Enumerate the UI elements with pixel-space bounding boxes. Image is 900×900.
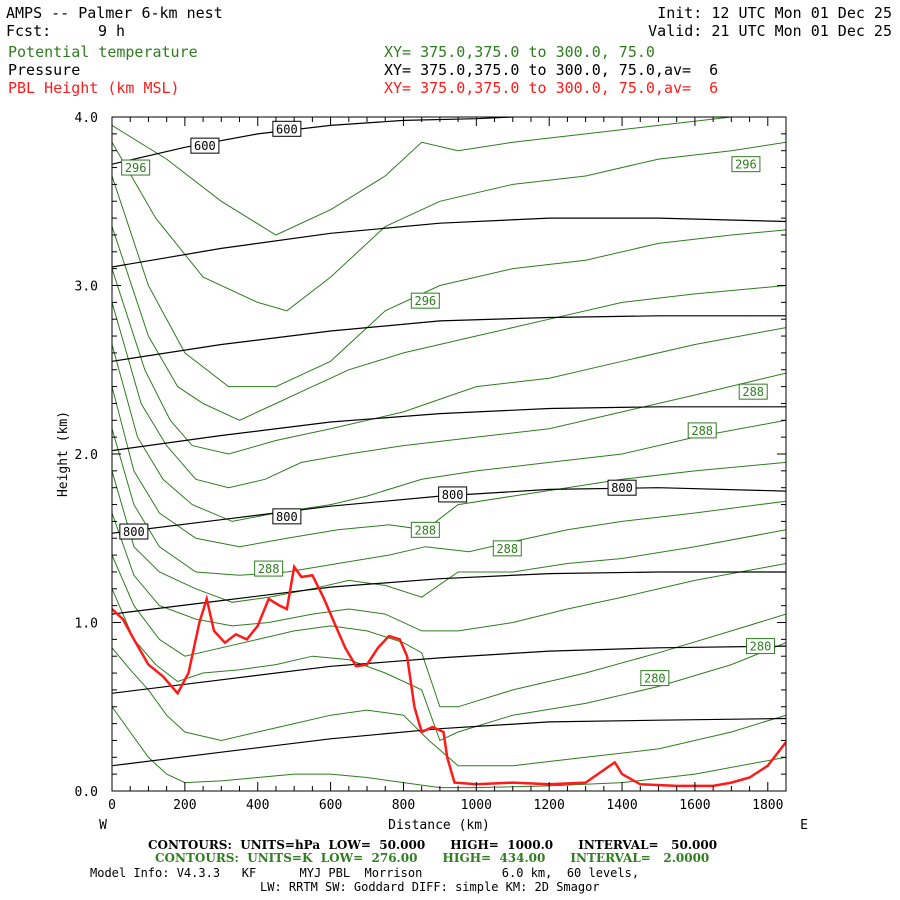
theta-label-5-box: [410, 521, 440, 538]
theta-contour-4: [112, 268, 786, 455]
theta-label-8: 280: [750, 640, 772, 654]
plot-frame: [111, 116, 787, 792]
x-tick-label-1000: 1000: [461, 798, 492, 813]
y-tick-label-4: 4.0: [75, 111, 98, 126]
chart-title: AMPS -- Palmer 6-km nest: [6, 4, 223, 22]
theta-contour-14: [112, 706, 786, 789]
theta-label-6-box: [492, 540, 522, 557]
x-tick-label-1600: 1600: [679, 798, 710, 813]
footer-model-info: Model Info: V4.3.3 KF MYJ PBL Morrison 6…: [90, 866, 640, 880]
theta-contour-8: [112, 428, 786, 576]
pressure-contour-4: [112, 406, 786, 452]
theta-label-1: 296: [735, 158, 757, 172]
theta-contour-1: [112, 141, 786, 312]
valid-time: Valid: 21 UTC Mon 01 Dec 25: [648, 22, 892, 40]
pressure-label-4-box: [438, 486, 468, 503]
x-tick-label-1800: 1800: [752, 798, 783, 813]
pressure-label-3-box: [272, 508, 302, 525]
xsection-coords-pbl: XY= 375.0,375.0 to 300.0, 75.0,av= 6: [384, 79, 719, 97]
field-label-theta: Potential temperature: [8, 43, 198, 61]
y-tick-label-3: 3.0: [75, 280, 98, 295]
pressure-contour-0: [112, 717, 786, 767]
footer-physics: LW: RRTM SW: Goddard DIFF: simple KM: 2D…: [260, 880, 600, 894]
y-axis-label: Height (km): [56, 411, 71, 497]
y-tick-label-2: 2.0: [75, 448, 98, 463]
pressure-label-2-box: [119, 523, 149, 540]
theta-label-9-box: [640, 670, 670, 687]
x-tick-label-0: 0: [108, 798, 116, 813]
theta-label-2-box: [410, 292, 440, 309]
xsection-coords-theta: XY= 375.0,375.0 to 300.0, 75.0: [384, 43, 655, 61]
footer-theta-contours: CONTOURS: UNITS=K LOW= 276.00 HIGH= 434.…: [155, 851, 710, 865]
x-tick-label-800: 800: [392, 798, 415, 813]
x-tick-label-1400: 1400: [606, 798, 637, 813]
theta-contour-0: [112, 117, 786, 236]
xsection-coords-pressure: XY= 375.0,375.0 to 300.0, 75.0,av= 6: [384, 61, 719, 79]
theta-contour-10: [112, 512, 786, 632]
theta-label-3-box: [738, 383, 768, 400]
pressure-label-1: 600: [276, 122, 298, 136]
pressure-label-5-box: [607, 479, 637, 496]
theta-contour-2: [112, 175, 786, 388]
theta-label-8-box: [745, 638, 775, 655]
footer-pressure-contours: CONTOURS: UNITS=hPa LOW= 50.000 HIGH= 10…: [148, 838, 718, 852]
theta-contour-11: [112, 554, 786, 708]
theta-label-9: 280: [644, 672, 666, 686]
theta-label-4: 288: [691, 424, 713, 438]
pressure-contour-2: [112, 571, 786, 615]
pressure-contour-5: [112, 315, 786, 362]
pressure-label-3: 800: [276, 510, 298, 524]
theta-label-0: 296: [125, 161, 147, 175]
theta-contour-9: [112, 470, 786, 603]
pbl-height-line: [112, 563, 786, 788]
theta-label-7-box: [254, 560, 284, 577]
east-label: E: [800, 818, 808, 833]
theta-label-6: 288: [496, 542, 518, 556]
pressure-label-4: 800: [442, 488, 464, 502]
theta-contour-5: [112, 302, 786, 489]
pressure-contour-1: [112, 645, 786, 694]
x-tick-label-200: 200: [173, 798, 196, 813]
theta-contour-7: [112, 386, 786, 548]
theta-label-2: 296: [414, 294, 436, 308]
pressure-label-1-box: [272, 120, 302, 137]
pressure-label-5: 800: [611, 481, 633, 495]
x-tick-label-600: 600: [319, 798, 342, 813]
pressure-contour-6: [112, 217, 786, 268]
theta-label-7: 288: [258, 562, 280, 576]
theta-label-1-box: [731, 156, 761, 173]
west-label: W: [99, 818, 107, 833]
field-label-pressure: Pressure: [8, 61, 81, 79]
field-label-pbl: PBL Height (km MSL): [8, 79, 180, 97]
pressure-label-0-box: [190, 137, 220, 154]
theta-contour-12: [112, 588, 786, 742]
theta-label-3: 288: [742, 385, 764, 399]
y-tick-label-1: 1.0: [75, 617, 98, 632]
x-tick-label-1200: 1200: [534, 798, 565, 813]
y-tick-label-0: 0.0: [75, 785, 98, 800]
init-time: Init: 12 UTC Mon 01 Dec 25: [657, 4, 892, 22]
forecast-label: Fcst:: [6, 22, 52, 40]
pressure-label-2: 800: [123, 525, 145, 539]
theta-contour-6: [112, 344, 786, 522]
theta-label-0-box: [121, 159, 151, 176]
x-axis-label: Distance (km): [388, 818, 490, 833]
forecast-hour: 9 h: [98, 22, 126, 40]
theta-contour-13: [112, 647, 786, 767]
theta-contour-3: [112, 226, 786, 421]
pressure-contour-7: [112, 117, 513, 165]
pressure-label-0: 600: [194, 139, 216, 153]
theta-label-5: 288: [414, 523, 436, 537]
theta-label-4-box: [687, 422, 717, 439]
x-tick-label-400: 400: [246, 798, 269, 813]
